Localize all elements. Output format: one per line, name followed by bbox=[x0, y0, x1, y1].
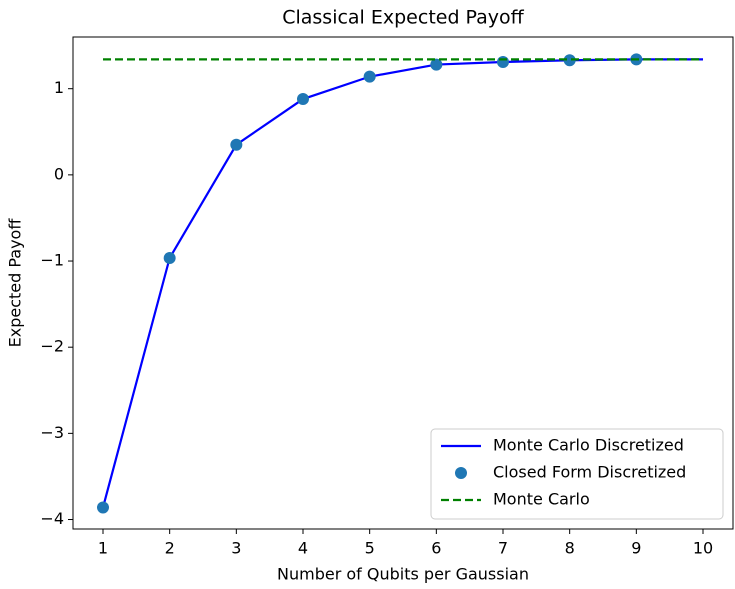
x-axis-label: Number of Qubits per Gaussian bbox=[277, 565, 529, 584]
data-point bbox=[563, 54, 576, 67]
data-point bbox=[97, 501, 109, 514]
x-tick-label: 6 bbox=[431, 539, 441, 558]
y-tick-label: 0 bbox=[54, 164, 64, 183]
x-tick-label: 9 bbox=[631, 539, 641, 558]
data-point bbox=[230, 138, 243, 151]
y-tick-label: −2 bbox=[40, 337, 64, 356]
legend-box bbox=[430, 428, 724, 520]
y-axis-label: Expected Payoff bbox=[6, 218, 25, 348]
chart-title: Classical Expected Payoff bbox=[282, 7, 524, 29]
plot-frame bbox=[72, 36, 734, 530]
y-tick-label: 1 bbox=[54, 78, 64, 97]
legend-marker bbox=[455, 467, 467, 479]
x-tick-label: 10 bbox=[693, 539, 713, 558]
data-point bbox=[430, 58, 443, 71]
y-tick-label: −4 bbox=[40, 509, 64, 528]
y-tick-label: −1 bbox=[40, 251, 64, 270]
legend-label: Monte Carlo Discretized bbox=[493, 436, 684, 455]
x-tick-label: 2 bbox=[165, 539, 175, 558]
x-tick-label: 1 bbox=[98, 539, 108, 558]
data-point bbox=[497, 55, 509, 68]
data-point bbox=[363, 70, 376, 83]
data-point bbox=[297, 93, 309, 106]
x-tick-label: 4 bbox=[298, 539, 308, 558]
x-tick-label: 8 bbox=[565, 539, 575, 558]
x-tick-label: 3 bbox=[231, 539, 241, 558]
x-tick-label: 7 bbox=[498, 539, 508, 558]
x-tick-label: 5 bbox=[365, 539, 375, 558]
legend-label: Monte Carlo bbox=[493, 490, 590, 509]
y-tick-label: −3 bbox=[40, 423, 64, 442]
data-point bbox=[163, 252, 176, 265]
legend-label: Closed Form Discretized bbox=[493, 463, 686, 482]
